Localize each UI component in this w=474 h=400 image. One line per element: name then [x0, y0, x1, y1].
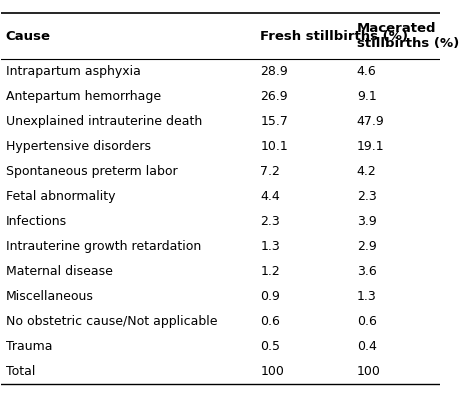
Text: 100: 100 — [260, 365, 284, 378]
Text: 19.1: 19.1 — [357, 140, 384, 153]
Text: 2.9: 2.9 — [357, 240, 376, 253]
Text: 2.3: 2.3 — [260, 215, 280, 228]
Text: 0.6: 0.6 — [260, 315, 280, 328]
Text: 26.9: 26.9 — [260, 90, 288, 103]
Text: Antepartum hemorrhage: Antepartum hemorrhage — [6, 90, 161, 103]
Text: Total: Total — [6, 365, 35, 378]
Text: 0.5: 0.5 — [260, 340, 280, 353]
Text: Infections: Infections — [6, 215, 67, 228]
Text: Cause: Cause — [6, 30, 51, 43]
Text: Miscellaneous: Miscellaneous — [6, 290, 94, 303]
Text: 47.9: 47.9 — [357, 115, 384, 128]
Text: 2.3: 2.3 — [357, 190, 376, 203]
Text: 4.6: 4.6 — [357, 65, 376, 78]
Text: Spontaneous preterm labor: Spontaneous preterm labor — [6, 165, 177, 178]
Text: Fresh stillbirths (%): Fresh stillbirths (%) — [260, 30, 408, 43]
Text: 1.2: 1.2 — [260, 265, 280, 278]
Text: Intrapartum asphyxia: Intrapartum asphyxia — [6, 65, 141, 78]
Text: 4.4: 4.4 — [260, 190, 280, 203]
Text: 10.1: 10.1 — [260, 140, 288, 153]
Text: Trauma: Trauma — [6, 340, 52, 353]
Text: No obstetric cause/Not applicable: No obstetric cause/Not applicable — [6, 315, 217, 328]
Text: Macerated
stillbirths (%): Macerated stillbirths (%) — [357, 22, 459, 50]
Text: 0.6: 0.6 — [357, 315, 377, 328]
Text: 9.1: 9.1 — [357, 90, 376, 103]
Text: Unexplained intrauterine death: Unexplained intrauterine death — [6, 115, 202, 128]
Text: 3.6: 3.6 — [357, 265, 376, 278]
Text: Intrauterine growth retardation: Intrauterine growth retardation — [6, 240, 201, 253]
Text: 7.2: 7.2 — [260, 165, 280, 178]
Text: 15.7: 15.7 — [260, 115, 288, 128]
Text: Hypertensive disorders: Hypertensive disorders — [6, 140, 151, 153]
Text: 4.2: 4.2 — [357, 165, 376, 178]
Text: 28.9: 28.9 — [260, 65, 288, 78]
Text: 3.9: 3.9 — [357, 215, 376, 228]
Text: 1.3: 1.3 — [260, 240, 280, 253]
Text: Fetal abnormality: Fetal abnormality — [6, 190, 115, 203]
Text: Maternal disease: Maternal disease — [6, 265, 113, 278]
Text: 0.9: 0.9 — [260, 290, 280, 303]
Text: 1.3: 1.3 — [357, 290, 376, 303]
Text: 0.4: 0.4 — [357, 340, 377, 353]
Text: 100: 100 — [357, 365, 381, 378]
